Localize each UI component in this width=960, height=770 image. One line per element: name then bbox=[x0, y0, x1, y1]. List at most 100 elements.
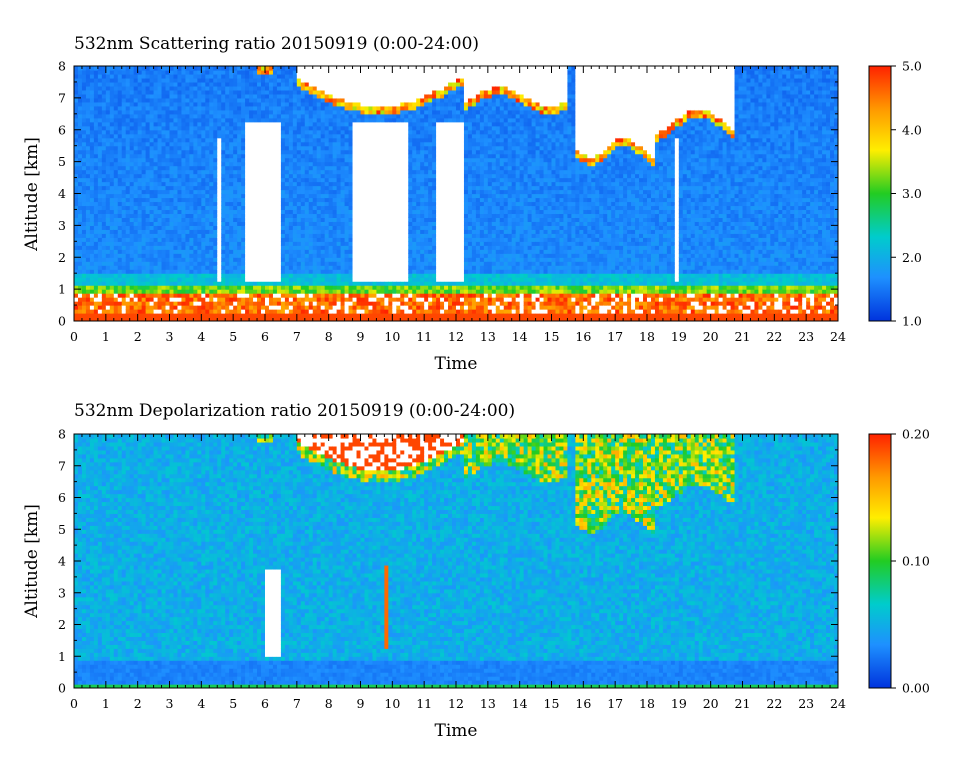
heatmap-cell bbox=[332, 305, 338, 310]
heatmap-cell bbox=[352, 301, 358, 306]
heatmap-cell bbox=[157, 125, 163, 131]
heatmap-cell bbox=[272, 89, 278, 95]
heatmap-cell bbox=[161, 157, 167, 163]
heatmap-cell bbox=[364, 305, 370, 310]
heatmap-cell bbox=[316, 293, 322, 298]
heatmap-cell bbox=[145, 245, 151, 250]
heatmap-cell bbox=[145, 285, 151, 290]
heatmap-cell bbox=[129, 73, 135, 79]
heatmap-cell bbox=[125, 257, 131, 262]
heatmap-cell bbox=[261, 201, 266, 207]
heatmap-cell bbox=[177, 161, 183, 167]
heatmap-cell bbox=[213, 97, 218, 103]
heatmap-cell bbox=[253, 257, 258, 262]
heatmap-cell bbox=[268, 261, 274, 266]
heatmap-cell bbox=[173, 89, 179, 95]
heatmap-cell bbox=[141, 265, 147, 270]
heatmap-cell bbox=[280, 193, 286, 199]
heatmap-cell bbox=[81, 105, 87, 111]
heatmap-cell bbox=[161, 117, 167, 123]
heatmap-cell bbox=[117, 66, 123, 71]
heatmap-cell bbox=[340, 209, 346, 215]
heatmap-cell bbox=[205, 97, 210, 103]
heatmap-cell bbox=[74, 213, 79, 218]
heatmap-cell bbox=[233, 89, 238, 95]
heatmap-cell bbox=[189, 69, 194, 75]
heatmap-cell bbox=[129, 157, 135, 163]
heatmap-cell bbox=[372, 289, 378, 294]
heatmap-cell bbox=[105, 241, 111, 246]
heatmap-cell bbox=[300, 205, 306, 211]
heatmap-cell bbox=[253, 309, 258, 314]
heatmap-cell bbox=[177, 137, 183, 143]
heatmap-cell bbox=[296, 157, 302, 163]
heatmap-cell bbox=[77, 125, 83, 131]
heatmap-cell bbox=[113, 157, 119, 163]
heatmap-cell bbox=[117, 213, 123, 218]
heatmap-cell bbox=[340, 85, 346, 91]
heatmap-cell bbox=[356, 229, 362, 234]
heatmap-cell bbox=[340, 197, 346, 203]
heatmap-cell bbox=[173, 101, 179, 107]
heatmap-cell bbox=[74, 269, 79, 274]
heatmap-cell bbox=[149, 177, 155, 183]
heatmap-cell bbox=[197, 105, 202, 111]
heatmap-cell bbox=[304, 141, 310, 147]
heatmap-cell bbox=[225, 109, 230, 115]
heatmap-cell bbox=[169, 189, 175, 195]
heatmap-cell bbox=[360, 161, 366, 167]
heatmap-cell bbox=[312, 301, 318, 306]
heatmap-cell bbox=[185, 225, 190, 230]
heatmap-cell bbox=[312, 66, 318, 71]
heatmap-cell bbox=[304, 221, 310, 226]
heatmap-cell bbox=[209, 313, 214, 318]
heatmap-cell bbox=[225, 185, 230, 191]
heatmap-cell bbox=[245, 269, 250, 274]
heatmap-cell bbox=[77, 93, 83, 99]
heatmap-cell bbox=[352, 281, 358, 286]
heatmap-cell bbox=[336, 269, 342, 274]
heatmap-cell bbox=[284, 153, 290, 159]
heatmap-cell bbox=[257, 221, 262, 226]
heatmap-cell bbox=[292, 317, 298, 321]
heatmap-cell bbox=[268, 241, 274, 246]
heatmap-cell bbox=[368, 237, 374, 242]
heatmap-cell bbox=[316, 181, 322, 187]
heatmap-cell bbox=[101, 185, 107, 191]
heatmap-cell bbox=[284, 101, 290, 107]
heatmap-cell bbox=[336, 81, 342, 87]
heatmap-cell bbox=[296, 189, 302, 195]
heatmap-cell bbox=[89, 253, 95, 258]
heatmap-cell bbox=[344, 261, 350, 266]
heatmap-cell bbox=[308, 66, 314, 71]
heatmap-cell bbox=[368, 257, 374, 262]
heatmap-cell bbox=[328, 221, 334, 226]
heatmap-cell bbox=[89, 169, 95, 175]
heatmap-cell bbox=[189, 153, 194, 159]
heatmap-cell bbox=[340, 145, 346, 151]
heatmap-cell bbox=[348, 141, 354, 147]
heatmap-cell bbox=[93, 249, 99, 254]
heatmap-cell bbox=[145, 201, 151, 207]
heatmap-cell bbox=[189, 261, 194, 266]
heatmap-cell bbox=[93, 245, 99, 250]
heatmap-cell bbox=[169, 165, 175, 171]
heatmap-cell bbox=[348, 73, 354, 79]
heatmap-cell bbox=[288, 109, 294, 115]
heatmap-cell bbox=[137, 85, 143, 91]
heatmap-cell bbox=[197, 69, 202, 75]
heatmap-cell bbox=[97, 85, 103, 91]
heatmap-cell bbox=[77, 301, 83, 306]
heatmap-cell bbox=[105, 273, 111, 278]
heatmap-cell bbox=[316, 229, 322, 234]
heatmap-cell bbox=[272, 177, 278, 183]
heatmap-cell bbox=[165, 117, 171, 123]
heatmap-cell bbox=[336, 69, 342, 75]
heatmap-cell bbox=[169, 177, 175, 183]
heatmap-cell bbox=[304, 193, 310, 199]
heatmap-cell bbox=[109, 281, 115, 286]
heatmap-cell bbox=[93, 209, 99, 215]
heatmap-cell bbox=[77, 169, 83, 175]
heatmap-cell bbox=[193, 73, 198, 79]
heatmap-cell bbox=[276, 66, 282, 71]
